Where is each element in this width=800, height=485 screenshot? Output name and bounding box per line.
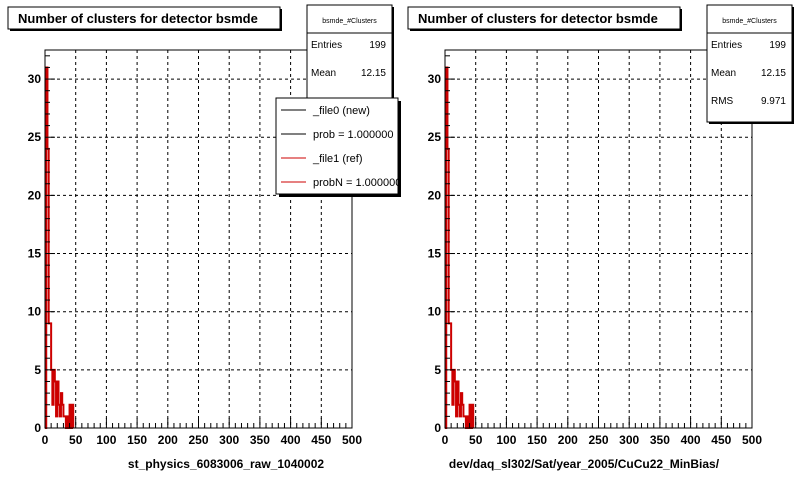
y-tick-label: 20	[428, 188, 442, 202]
legend-label: _file0 (new)	[312, 105, 370, 117]
stats-box: bsmde_#Clusters Entries 199 Mean 12.15 RMS 9.9…	[706, 4, 794, 124]
stats-name: bsmde_#Clusters	[322, 18, 377, 25]
stats-value-entries: 199	[369, 40, 386, 51]
stats-label-mean: Mean	[311, 68, 336, 79]
legend-frame	[275, 97, 399, 195]
title-box	[407, 6, 681, 30]
x-tick-label: 400	[681, 433, 701, 447]
x-tick-label: 0	[442, 433, 449, 447]
x-tick-label: 500	[342, 433, 362, 447]
x-tick-label: 350	[250, 433, 270, 447]
stats-name: bsmde_#Clusters	[722, 18, 777, 25]
x-tick-label: 300	[619, 433, 639, 447]
histogram-panel-1: 0 50 100 150 200 250 300 350 400 450 500 0 5 10 15 20 25…	[7, 4, 401, 471]
x-tick-label: 250	[588, 433, 608, 447]
x-tick-label: 300	[219, 433, 239, 447]
x-tick-label: 450	[311, 433, 331, 447]
legend-label: probN = 1.000000	[313, 177, 401, 189]
stats-value-rms: 9.971	[761, 96, 786, 107]
x-tick-label: 50	[469, 433, 483, 447]
chart-title: Number of clusters for detector bsmde	[18, 11, 258, 26]
x-axis: 0 50 100 150 200 250 300 350 400 450 500	[42, 418, 362, 447]
x-tick-label: 200	[158, 433, 178, 447]
stats-label-rms: RMS	[711, 96, 734, 107]
x-tick-label: 450	[711, 433, 731, 447]
x-tick-label: 400	[281, 433, 301, 447]
x-tick-label: 350	[650, 433, 670, 447]
y-tick-label: 15	[428, 247, 442, 261]
x-tick-label: 0	[42, 433, 49, 447]
y-tick-label: 5	[34, 363, 41, 377]
x-axis: 0 50 100 150 200 250 300 350 400 450 500	[442, 418, 762, 447]
histogram-panel-2: 0 50 100 150 200 250 300 350 400 450 500 0 5 10 15 20 25…	[407, 4, 794, 471]
x-tick-label: 50	[69, 433, 83, 447]
y-tick-label: 25	[28, 130, 42, 144]
legend-label: _file1 (ref)	[312, 153, 363, 165]
y-tick-label: 10	[428, 305, 442, 319]
x-tick-label: 100	[96, 433, 116, 447]
y-tick-label: 30	[28, 72, 42, 86]
x-axis-label: st_physics_6083006_raw_1040002	[128, 457, 324, 471]
y-tick-label: 20	[28, 188, 42, 202]
y-tick-label: 30	[428, 72, 442, 86]
stats-value-mean: 12.15	[361, 68, 386, 79]
x-tick-label: 100	[496, 433, 516, 447]
y-tick-label: 0	[434, 421, 441, 435]
x-tick-label: 500	[742, 433, 762, 447]
y-axis: 0 5 10 15 20 25 30	[428, 55, 455, 435]
legend: _file0 (new) prob = 1.000000 _file1 (ref) p…	[275, 97, 401, 197]
y-tick-label: 0	[34, 421, 41, 435]
y-tick-label: 10	[28, 305, 42, 319]
x-axis-label: dev/daq_sl302/Sat/year_2005/CuCu22_MinBi…	[449, 457, 720, 471]
y-tick-label: 15	[28, 247, 42, 261]
stats-value-mean: 12.15	[761, 68, 786, 79]
stats-label-entries: Entries	[711, 40, 742, 51]
stats-label-entries: Entries	[311, 40, 342, 51]
x-tick-label: 200	[558, 433, 578, 447]
x-tick-label: 250	[188, 433, 208, 447]
y-tick-label: 25	[428, 130, 442, 144]
chart-title: Number of clusters for detector bsmde	[418, 11, 658, 26]
stats-label-mean: Mean	[711, 68, 736, 79]
title-box	[7, 6, 281, 30]
stats-frame	[706, 4, 793, 123]
stats-value-entries: 199	[769, 40, 786, 51]
y-axis: 0 5 10 15 20 25 30	[28, 55, 55, 435]
y-tick-label: 5	[434, 363, 441, 377]
x-tick-label: 150	[127, 433, 147, 447]
legend-label: prob = 1.000000	[313, 129, 393, 141]
x-tick-label: 150	[527, 433, 547, 447]
